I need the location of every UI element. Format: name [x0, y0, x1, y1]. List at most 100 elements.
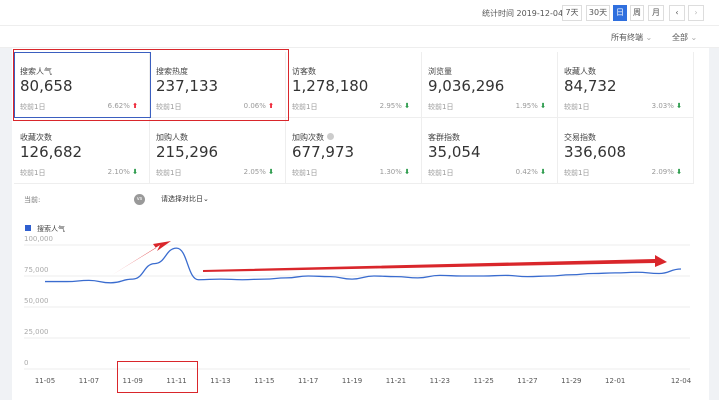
x-tick-label: 12-01	[605, 377, 625, 385]
legend-swatch	[25, 225, 31, 231]
chevron-down-icon: ⌄	[645, 33, 653, 42]
change-percent: 2.10% ⬇	[107, 168, 138, 176]
x-tick-label: 11-21	[386, 377, 406, 385]
change-percent: 3.03% ⬇	[651, 102, 682, 110]
selected-metric-highlight	[14, 52, 151, 118]
arrow-down-icon: ⬇	[404, 168, 410, 176]
arrow-down-icon: ⬇	[676, 168, 682, 176]
annotation-box-red	[13, 49, 289, 121]
metric-label: 交易指数	[564, 133, 596, 142]
metric-value: 1,278,180	[292, 77, 369, 95]
next-button[interactable]: ›	[688, 5, 704, 21]
metrics-panel	[12, 48, 709, 400]
metric-card[interactable]: 加购次数 677,973 较前1日 1.30% ⬇	[286, 118, 422, 184]
metric-card[interactable]: 交易指数 336,608 较前1日 2.09% ⬇	[558, 118, 694, 184]
change-percent: 2.95% ⬇	[379, 102, 410, 110]
y-tick-label: 0	[24, 359, 28, 367]
metric-label: 搜索热度	[156, 67, 188, 76]
metric-label: 收藏次数	[20, 133, 52, 142]
metric-card[interactable]: 访客数 1,278,180 较前1日 2.95% ⬇	[286, 52, 422, 118]
compare-label: 较前1日	[428, 169, 454, 177]
metric-label: 加购人数	[156, 133, 188, 142]
metric-label: 加购次数	[292, 132, 334, 143]
metric-label: 收藏人数	[564, 67, 596, 76]
metric-card[interactable]: 收藏次数 126,682 较前1日 2.10% ⬇	[14, 118, 150, 184]
range-month-button[interactable]: 月	[648, 5, 664, 21]
terminal-label: 所有终端	[611, 33, 643, 42]
y-tick-label: 100,000	[24, 235, 53, 243]
change-percent: 6.62% ⬆	[107, 102, 138, 110]
legend-label: 搜索人气	[37, 225, 65, 233]
x-tick-label: 11-05	[35, 377, 55, 385]
prev-button[interactable]: ‹	[669, 5, 685, 21]
metric-value: 9,036,296	[428, 77, 505, 95]
compare-date-dropdown[interactable]: 请选择对比日⌄	[161, 194, 209, 204]
scope-label: 全部	[672, 33, 688, 42]
arrow-down-icon: ⬇	[268, 168, 274, 176]
compare-label: 较前1日	[292, 103, 318, 111]
annotation-box-dates	[117, 361, 198, 393]
metric-label: 客群指数	[428, 133, 460, 142]
metric-value: 677,973	[292, 143, 355, 161]
arrow-down-icon: ⬇	[132, 168, 138, 176]
arrow-down-icon: ⬇	[540, 102, 546, 110]
x-tick-label: 11-25	[473, 377, 493, 385]
metric-label: 浏览量	[428, 67, 452, 76]
arrow-down-icon: ⬇	[404, 102, 410, 110]
info-icon[interactable]	[326, 133, 334, 140]
scope-dropdown[interactable]: 全部 ⌄	[672, 32, 697, 43]
arrow-down-icon: ⬇	[676, 102, 682, 110]
terminal-dropdown[interactable]: 所有终端 ⌄	[611, 32, 652, 43]
x-tick-label: 11-23	[430, 377, 450, 385]
x-tick-label: 11-15	[254, 377, 274, 385]
metric-value: 84,732	[564, 77, 617, 95]
range-week-button[interactable]: 周	[630, 5, 644, 21]
compare-label: 较前1日	[20, 103, 46, 111]
y-tick-label: 75,000	[24, 266, 49, 274]
change-percent: 1.30% ⬇	[379, 168, 410, 176]
x-tick-label: 11-27	[517, 377, 537, 385]
range-30d-button[interactable]: 30天	[586, 5, 610, 21]
metric-value: 126,682	[20, 143, 83, 161]
metric-card[interactable]: 客群指数 35,054 较前1日 0.42% ⬇	[422, 118, 558, 184]
arrow-up-icon: ⬆	[132, 102, 138, 110]
metric-card[interactable]: 搜索热度 237,133 较前1日 0.06% ⬆	[150, 52, 286, 118]
metric-card[interactable]: 加购人数 215,296 较前1日 2.05% ⬇	[150, 118, 286, 184]
change-percent: 2.05% ⬇	[243, 168, 274, 176]
x-tick-label: 11-17	[298, 377, 318, 385]
arrow-down-icon: ⬇	[540, 168, 546, 176]
compare-label: 较前1日	[156, 103, 182, 111]
annotation-arrow-up	[112, 241, 171, 275]
metric-value: 80,658	[20, 77, 73, 95]
metric-label: 访客数	[292, 67, 316, 76]
x-tick-label: 11-11	[166, 377, 186, 385]
y-tick-label: 50,000	[24, 297, 49, 305]
change-percent: 2.09% ⬇	[651, 168, 682, 176]
metric-card[interactable]: 浏览量 9,036,296 较前1日 1.95% ⬇	[422, 52, 558, 118]
stat-time: 统计时间 2019-12-04	[482, 9, 564, 18]
compare-label: 较前1日	[156, 169, 182, 177]
metric-value: 35,054	[428, 143, 481, 161]
y-tick-label: 25,000	[24, 328, 49, 336]
x-tick-label: 11-19	[342, 377, 362, 385]
x-tick-label: 11-13	[210, 377, 230, 385]
range-day-button[interactable]: 日	[613, 5, 627, 21]
filter-bar	[0, 26, 719, 48]
metric-card[interactable]: 收藏人数 84,732 较前1日 3.03% ⬇	[558, 52, 694, 118]
compare-label: 较前1日	[564, 103, 590, 111]
x-tick-label: 11-29	[561, 377, 581, 385]
metric-label: 搜索人气	[20, 67, 52, 76]
compare-date-label: 请选择对比日	[161, 195, 203, 203]
compare-label: 较前1日	[20, 169, 46, 177]
compare-label: 较前1日	[292, 169, 318, 177]
arrow-up-icon: ⬆	[268, 102, 274, 110]
chevron-down-icon: ⌄	[203, 195, 209, 203]
metric-value: 215,296	[156, 143, 219, 161]
change-percent: 0.42% ⬇	[515, 168, 546, 176]
current-label: 当前:	[24, 196, 41, 204]
chart-legend[interactable]: 搜索人气	[25, 224, 65, 234]
range-7d-button[interactable]: 7天	[562, 5, 582, 21]
x-tick-label: 12-04	[671, 377, 692, 385]
compare-label: 较前1日	[428, 103, 454, 111]
